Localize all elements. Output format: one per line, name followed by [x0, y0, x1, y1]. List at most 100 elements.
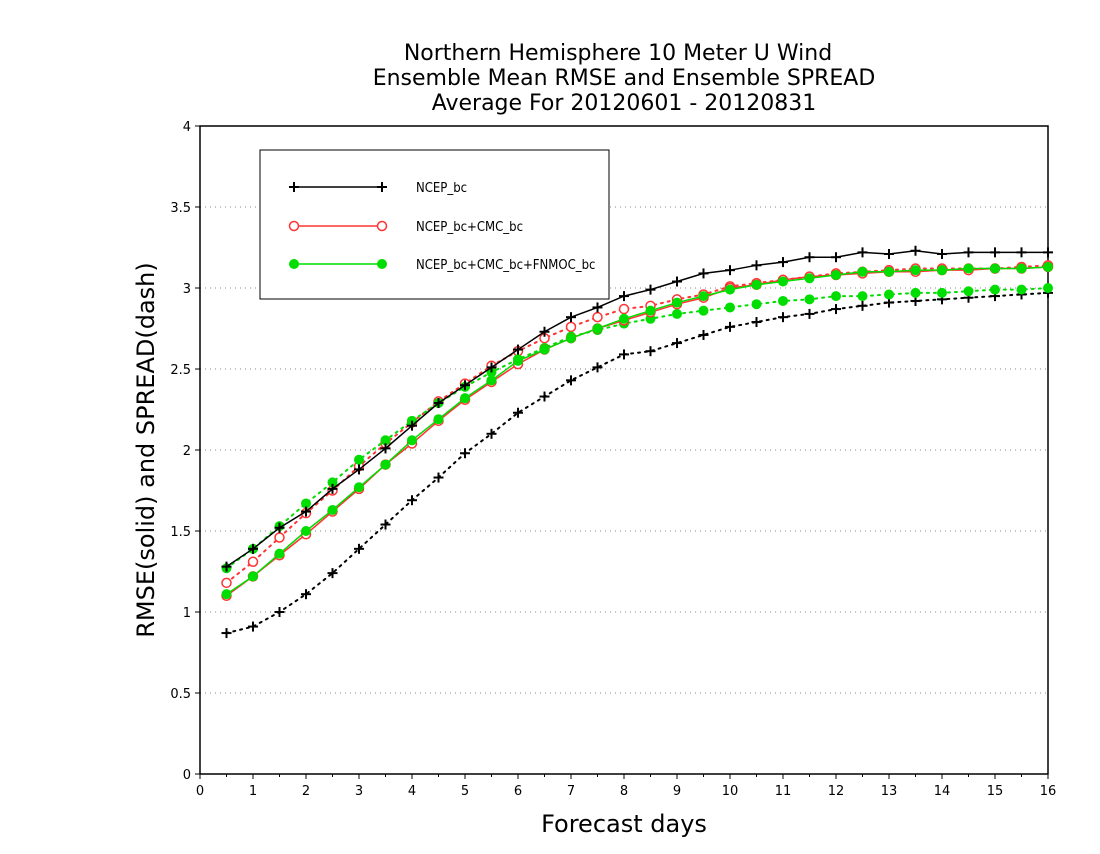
data-point-spread	[725, 302, 735, 313]
data-point-spread	[990, 284, 1000, 295]
x-tick-label: 1	[249, 784, 257, 799]
data-point-rmse	[963, 247, 974, 258]
data-point-rmse	[354, 482, 364, 493]
legend-marker	[377, 182, 387, 192]
data-point-rmse	[698, 268, 709, 279]
data-point-rmse	[433, 414, 444, 425]
data-point-spread	[566, 375, 576, 386]
x-axis-title: Forecast days	[541, 810, 707, 838]
data-point-rmse	[566, 312, 576, 323]
data-point-spread	[274, 532, 285, 543]
legend-label: NCEP_bc+CMC_bc+FNMOC_bc	[416, 258, 595, 273]
data-point-rmse	[592, 302, 603, 313]
data-point-rmse	[910, 265, 921, 276]
data-point-rmse	[751, 279, 762, 290]
data-point-spread	[857, 300, 868, 311]
data-point-rmse	[221, 589, 232, 600]
y-tick-label: 4	[183, 120, 191, 135]
series-spread-0	[221, 287, 1053, 639]
series-spread-1	[221, 260, 1054, 589]
data-point-rmse	[937, 248, 947, 259]
x-tick-label: 7	[567, 784, 575, 799]
data-point-spread	[486, 428, 497, 439]
data-point-rmse	[327, 483, 338, 494]
data-point-spread	[804, 294, 815, 305]
data-point-rmse	[513, 344, 523, 355]
data-point-spread	[857, 291, 868, 302]
data-point-rmse	[513, 355, 523, 366]
data-point-spread	[751, 317, 762, 328]
data-point-spread	[645, 346, 656, 357]
y-tick-label: 0.5	[170, 687, 191, 702]
data-point-spread	[804, 308, 815, 319]
data-point-rmse	[380, 459, 391, 470]
data-point-spread	[460, 448, 470, 459]
legend-box	[259, 149, 610, 300]
data-point-rmse	[539, 326, 550, 337]
data-point-spread	[354, 543, 364, 554]
x-tick-label: 3	[355, 784, 363, 799]
data-point-spread	[672, 308, 682, 319]
data-point-spread	[327, 568, 338, 579]
data-point-rmse	[910, 245, 921, 256]
data-point-spread	[618, 303, 630, 315]
x-tick-label: 9	[673, 784, 681, 799]
data-point-rmse	[221, 561, 232, 572]
data-point-rmse	[1016, 263, 1027, 274]
data-point-rmse	[725, 265, 735, 276]
data-point-rmse	[831, 270, 841, 281]
data-point-rmse	[672, 297, 682, 308]
series-rmse-2	[221, 261, 1053, 600]
data-point-rmse	[619, 313, 629, 324]
x-tick-label: 12	[828, 784, 845, 799]
data-point-spread	[565, 321, 577, 333]
data-point-spread	[937, 287, 947, 298]
y-axis-title: RMSE(solid) and SPREAD(dash)	[132, 262, 160, 638]
data-point-rmse	[380, 443, 391, 454]
y-tick-label: 1	[183, 606, 191, 621]
data-point-rmse	[486, 375, 497, 386]
series-spread-line	[225, 264, 1049, 584]
data-point-rmse	[486, 362, 497, 373]
data-point-rmse	[354, 464, 364, 475]
series-rmse-line	[226, 266, 1049, 597]
x-tick-label: 15	[987, 784, 1004, 799]
data-point-rmse	[274, 548, 285, 559]
data-point-rmse	[804, 252, 815, 263]
axis-ticks: 00.511.522.533.540 1 2 3 4 5 6 7 8 9 10 11 12 13 14 15 1…	[170, 120, 1056, 799]
series-spread-2	[221, 283, 1053, 574]
title-line-2: Ensemble Mean RMSE and Ensemble SPREAD	[373, 66, 876, 91]
data-point-rmse	[645, 305, 656, 316]
data-point-spread	[778, 295, 788, 306]
data-point-spread	[592, 362, 603, 373]
data-point-rmse	[884, 248, 894, 259]
x-tick-label: 14	[934, 784, 951, 799]
data-point-rmse	[698, 291, 709, 302]
data-point-spread	[433, 472, 444, 483]
data-point-rmse	[1043, 247, 1053, 258]
x-tick-label: 6	[514, 784, 522, 799]
series-rmse-1	[221, 261, 1054, 602]
data-point-rmse	[433, 398, 444, 409]
legend-item: NCEP_bc	[289, 181, 467, 196]
data-point-rmse	[460, 380, 470, 391]
data-point-spread	[274, 607, 285, 617]
legend-marker	[377, 259, 387, 269]
legend-item: NCEP_bc+CMC_bc	[288, 220, 523, 235]
x-tick-label: 5	[461, 784, 469, 799]
data-point-rmse	[884, 266, 894, 277]
data-point-spread	[248, 621, 258, 632]
data-point-rmse	[301, 506, 311, 517]
x-tick-label: 0	[196, 784, 204, 799]
data-point-rmse	[566, 333, 576, 344]
data-point-spread	[221, 577, 232, 589]
data-point-spread	[513, 407, 523, 418]
data-point-spread	[963, 286, 974, 297]
data-point-rmse	[725, 284, 735, 295]
series-spread-line	[225, 287, 1049, 570]
data-point-spread	[301, 589, 311, 600]
x-tick-label: 16	[1040, 784, 1057, 799]
data-point-spread	[407, 495, 417, 506]
